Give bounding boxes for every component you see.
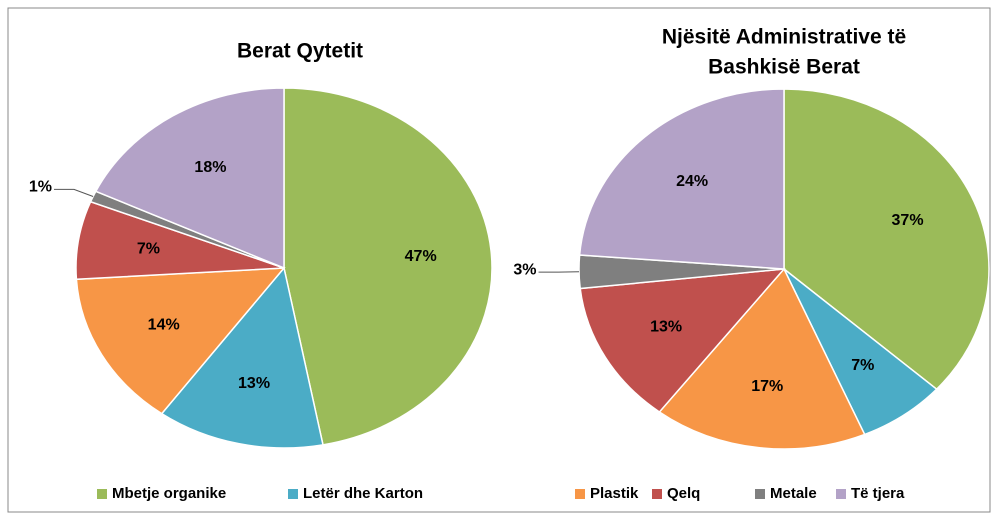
legend-label: Letër dhe Karton — [303, 485, 423, 502]
leader-line — [54, 188, 94, 197]
legend-label: Qelq — [667, 485, 700, 502]
legend-label: Metale — [770, 485, 817, 502]
pie-slice — [160, 266, 324, 449]
data-label: 24% — [676, 173, 708, 190]
pie-slice — [75, 267, 286, 415]
legend-swatch — [288, 489, 298, 499]
legend-label: Të tjera — [851, 485, 905, 502]
data-label: 14% — [148, 316, 180, 333]
data-label: 3% — [513, 261, 536, 278]
data-label: 47% — [405, 248, 437, 265]
data-label: 7% — [137, 241, 160, 258]
data-label: 37% — [892, 212, 924, 229]
chart-title: Berat Qytetit — [237, 40, 363, 63]
legend-label: Plastik — [590, 485, 639, 502]
legend-swatch — [836, 489, 846, 499]
legend-label: Mbetje organike — [112, 485, 226, 502]
data-label: 13% — [238, 375, 270, 392]
legend-swatch — [755, 489, 765, 499]
data-label: 7% — [851, 357, 874, 374]
data-label: 1% — [29, 179, 52, 196]
data-label: 17% — [751, 378, 783, 395]
pie-slice — [783, 88, 990, 391]
pie-slice — [658, 267, 866, 450]
pie-slice — [94, 87, 285, 270]
chart-title: Bashkisë Berat — [708, 56, 860, 79]
legend-swatch — [652, 489, 662, 499]
pie-slice — [579, 268, 786, 413]
pie-slice — [578, 88, 785, 270]
chart-title: Njësitë Administrative të — [662, 26, 906, 49]
data-label: 13% — [650, 319, 682, 336]
legend-swatch — [575, 489, 585, 499]
legend-swatch — [97, 489, 107, 499]
data-label: 18% — [194, 159, 226, 176]
pie-slice — [283, 87, 493, 446]
